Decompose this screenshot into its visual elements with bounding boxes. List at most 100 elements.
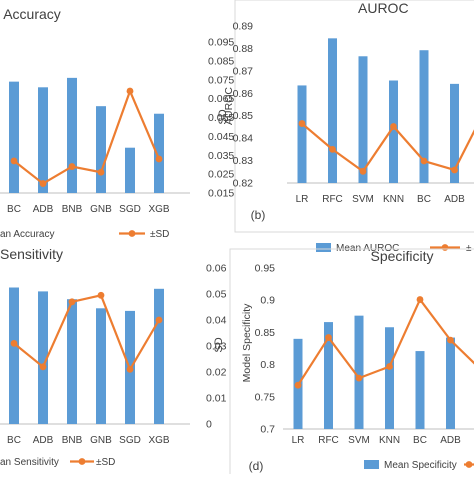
sd-point-adb (447, 336, 454, 344)
bar-bc (415, 351, 425, 429)
y-tick-label: 0.8 (260, 359, 275, 371)
panel-label: (b) (251, 208, 266, 222)
category-label-bc: BC (417, 194, 431, 205)
bar-xgb (154, 113, 164, 193)
y2-tick-label: 0.02 (206, 367, 227, 379)
y2-tick-label: 0 (206, 419, 212, 431)
category-label-bnb: BNB (62, 435, 83, 446)
bar-bc (419, 50, 429, 184)
y2-tick-label: 0.01 (206, 393, 227, 405)
bar-rfc (324, 322, 333, 429)
sd-point-sgd (126, 87, 134, 95)
legend-label: ±SD (150, 229, 169, 240)
bar-bc (9, 81, 19, 193)
bar-gnb (96, 308, 106, 424)
chart-title: Sensitivity (0, 246, 63, 262)
y2-tick-label: 0.05 (206, 289, 227, 301)
sd-point-lr (294, 381, 302, 389)
y-axis-title: Model Specificity (241, 303, 253, 383)
sd-point-bc (420, 157, 428, 165)
sd-point-lr (298, 120, 306, 127)
panel-frame (234, 0, 474, 233)
sd-point-svm (355, 374, 363, 382)
category-label-sgd: SGD (119, 435, 141, 446)
category-label-knn: KNN (383, 194, 404, 205)
y2-tick-label: 0.04 (206, 315, 227, 327)
panel-sensitivity (0, 287, 190, 465)
category-label-lr: LR (292, 435, 305, 446)
bar-knn (385, 327, 394, 429)
sd-point-bnb (68, 163, 76, 170)
category-label-rfc: RFC (318, 435, 339, 446)
sd-point-adb (39, 180, 47, 187)
y2-axis-title: SD (213, 337, 225, 352)
bar-adb (450, 83, 459, 183)
legend-line-marker (441, 244, 449, 251)
y2-tick-label: 0.015 (208, 188, 234, 200)
sd-point-svm (359, 167, 367, 175)
panel-accuracy (0, 77, 190, 237)
y2-tick-label: 0.055 (208, 112, 234, 124)
sd-line (13, 89, 161, 185)
chart-title: AUROC (358, 0, 409, 16)
y2-axis-title: SD (217, 109, 229, 124)
y2-tick-label: 0.075 (208, 74, 234, 86)
category-label-svm: SVM (348, 435, 370, 446)
legend-label: Mean Specificity (384, 460, 457, 471)
panel-frame (229, 248, 474, 479)
legend-line-marker (128, 230, 136, 237)
category-label-bc: BC (7, 435, 21, 446)
category-label-xgb: XGB (148, 435, 169, 446)
sd-point-xgb (155, 155, 163, 163)
category-label-bc: BC (413, 435, 427, 446)
bar-bc (9, 287, 19, 424)
sd-point-rfc (329, 145, 336, 153)
bar-gnb (96, 106, 106, 193)
y2-tick-label: 0.035 (208, 150, 234, 162)
bar-bnb (67, 77, 77, 193)
panel-auroc (234, 0, 474, 252)
y2-tick-label: 0.045 (208, 131, 234, 143)
sd-point-knn (386, 363, 393, 370)
category-label-adb: ADB (33, 435, 54, 446)
y-tick-label: 0.75 (255, 391, 276, 403)
y-tick-label: 0.7 (260, 424, 275, 436)
y-tick-label: 0.88 (233, 43, 254, 55)
sd-point-bc (416, 296, 424, 303)
y2-tick-label: 0.03 (206, 341, 227, 353)
y-tick-label: 0.83 (233, 155, 254, 167)
sd-point-bc (10, 340, 18, 347)
category-label-svm: SVM (352, 194, 374, 205)
category-label-bc: BC (7, 204, 21, 215)
panel-label: (d) (249, 459, 264, 473)
sd-point-xgb (155, 316, 163, 324)
sd-point-sgd (126, 366, 134, 373)
y2-tick-label: 0.065 (208, 93, 234, 105)
sd-point-gnb (97, 168, 105, 176)
bar-lr (297, 85, 307, 183)
y-tick-label: 0.85 (255, 327, 276, 339)
bar-bnb (67, 299, 77, 424)
bar-knn (389, 80, 398, 183)
y2-tick-label: 0.025 (208, 169, 234, 181)
bar-rfc (328, 38, 337, 184)
legend-label: an Accuracy (0, 229, 54, 240)
bar-adb (38, 291, 48, 424)
category-label-knn: KNN (379, 435, 400, 446)
category-label-adb: ADB (33, 204, 54, 215)
y-tick-label: 0.9 (260, 295, 275, 307)
bar-svm (358, 56, 368, 183)
y-tick-label: 0.86 (233, 88, 254, 100)
category-label-adb: ADB (440, 435, 461, 446)
chart-title: Accuracy (3, 6, 61, 22)
y-tick-label: 0.87 (233, 65, 254, 77)
y-tick-label: 0.89 (233, 21, 254, 33)
sd-line (13, 294, 160, 371)
legend-bar-swatch (316, 243, 331, 252)
sd-point-knn (390, 123, 397, 130)
category-label-gnb: GNB (90, 435, 112, 446)
bar-svm (354, 315, 364, 429)
legend-label: an Sensitivity (0, 457, 59, 468)
y-tick-label: 0.82 (233, 178, 254, 190)
